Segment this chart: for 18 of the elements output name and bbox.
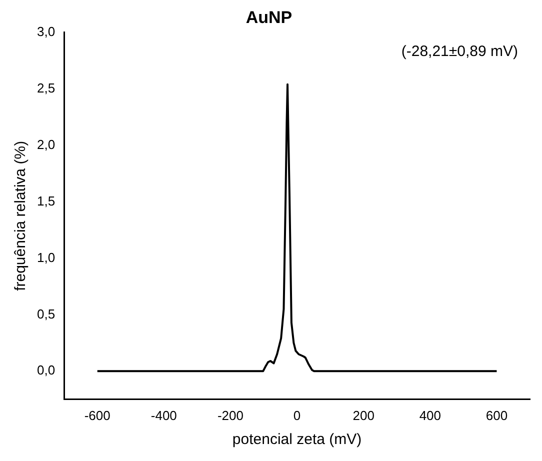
y-tick-label: 0,5 bbox=[36, 306, 56, 322]
x-tick-label: -200 bbox=[217, 408, 244, 423]
y-tick-label: 1,0 bbox=[36, 250, 56, 265]
y-tick-label: 2,5 bbox=[36, 80, 56, 96]
annotation: (-28,21±0,89 mV) bbox=[401, 43, 518, 60]
x-tick-label: -600 bbox=[84, 408, 110, 423]
y-tick-label: 3,0 bbox=[36, 24, 56, 39]
x-tick-label: 0 bbox=[293, 408, 301, 423]
y-tick-label: 1,5 bbox=[36, 193, 56, 208]
y-axis-title: frequência relativa (%) bbox=[12, 140, 30, 291]
x-tick-label: -400 bbox=[150, 408, 177, 423]
y-tick-label: 0,0 bbox=[36, 362, 56, 378]
y-tick-label: 2,0 bbox=[36, 136, 56, 152]
x-axis-title: potencial zeta (mV) bbox=[232, 431, 362, 448]
x-tick-label: 600 bbox=[486, 408, 508, 423]
x-tick-label: 400 bbox=[419, 408, 442, 423]
chart-title: AuNP bbox=[246, 8, 292, 27]
x-tick-label: 200 bbox=[352, 408, 374, 423]
